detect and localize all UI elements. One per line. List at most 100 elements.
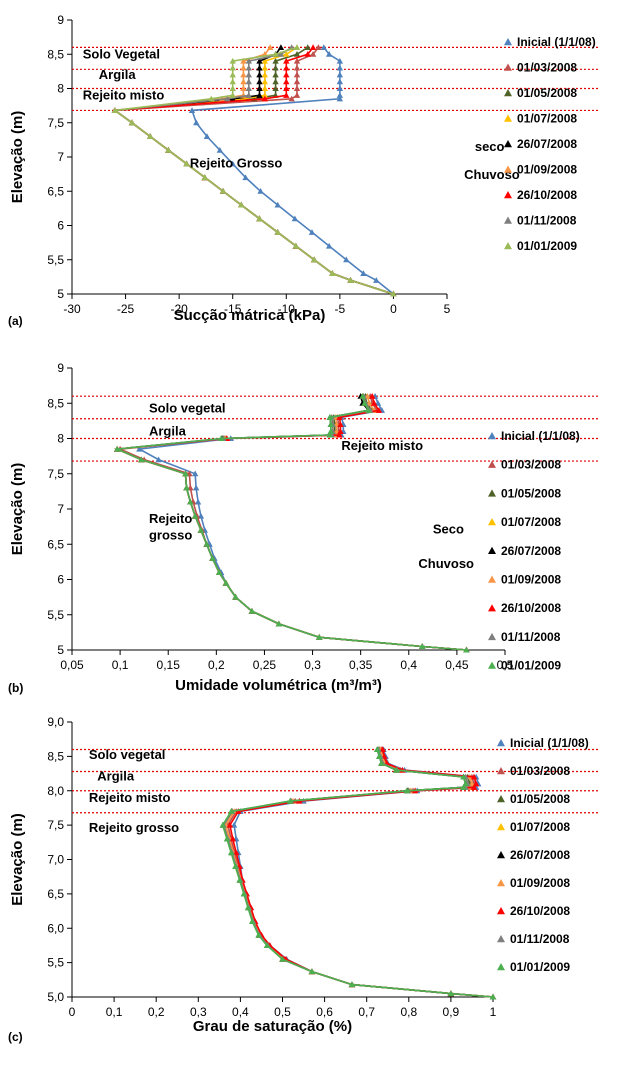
- annotation-label-1-3: Rejeito: [149, 511, 192, 526]
- series-point-1-8-9: [138, 456, 145, 463]
- series-point-2-6-12: [232, 849, 240, 856]
- annotation-label-2-3: Rejeito grosso: [89, 820, 179, 835]
- legend-label-1-1: 01/03/2008: [501, 458, 561, 472]
- legend-label-0-0: Inicial (1/1/08): [517, 35, 596, 49]
- series-point-0-2-6: [272, 85, 279, 92]
- legend-marker-1-8: [488, 661, 496, 669]
- series-point-0-0-4: [336, 71, 344, 78]
- legend-marker-1-6: [488, 604, 496, 612]
- series-point-0-3-6: [261, 85, 269, 92]
- y-tick-label-2-7: 8,5: [47, 749, 64, 763]
- series-point-0-8-14: [201, 174, 209, 181]
- series-line-0-7: [112, 46, 394, 295]
- series-line-0-3: [112, 46, 394, 295]
- series-point-1-8-20: [248, 608, 256, 614]
- series-point-0-8-20: [310, 256, 318, 263]
- series-point-1-6-6: [336, 431, 343, 438]
- series-point-1-8-15: [203, 541, 210, 547]
- legend-label-2-7: 01/11/2008: [510, 932, 570, 946]
- series-point-0-8-21: [329, 270, 336, 277]
- legend-marker-0-1: [504, 63, 512, 71]
- y-tick-label-0-0: 5: [57, 287, 64, 301]
- series-point-1-8-5: [327, 428, 335, 435]
- series-point-0-3-7: [261, 92, 269, 98]
- y-tick-label-2-5: 7,5: [47, 818, 64, 832]
- legend-label-0-1: 01/03/2008: [517, 61, 577, 75]
- y-tick-label-2-6: 8,0: [47, 784, 64, 798]
- series-point-2-8-7: [403, 787, 410, 794]
- series-point-2-8-15: [240, 890, 247, 897]
- series-point-1-8-1: [361, 400, 368, 406]
- legend-marker-1-5: [488, 575, 496, 583]
- series-point-1-8-16: [209, 555, 216, 561]
- y-tick-label-1-4: 7: [57, 502, 64, 516]
- series-point-0-7-1: [277, 51, 285, 57]
- series-point-1-6-0: [369, 393, 376, 399]
- y-tick-label-1-6: 8: [57, 432, 64, 446]
- series-point-0-0-19: [325, 242, 333, 249]
- series-point-1-8-24: [463, 646, 470, 653]
- series-point-2-6-5: [472, 780, 480, 787]
- series-point-1-8-3: [326, 414, 334, 420]
- legend-label-0-3: 01/07/2008: [517, 112, 577, 126]
- series-point-0-6-6: [283, 85, 290, 92]
- legend-label-0-5: 01/09/2008: [517, 163, 577, 177]
- legend-label-1-3: 01/07/2008: [501, 515, 561, 529]
- y-tick-label-1-8: 9: [57, 361, 64, 375]
- y-axis-title-0: Elevação (m): [9, 111, 26, 204]
- y-axis-title-2: Elevação (m): [9, 813, 26, 906]
- series-point-0-0-22: [373, 277, 380, 283]
- legend-marker-1-4: [488, 546, 496, 554]
- series-point-0-3-1: [283, 51, 290, 57]
- series-point-2-8-24: [489, 993, 497, 1000]
- series-point-0-0-1: [325, 51, 333, 57]
- series-point-0-5-2: [240, 57, 247, 64]
- annotation-label-0-1: Argila: [99, 67, 137, 82]
- series-point-2-8-18: [255, 931, 262, 938]
- series-point-0-4-0: [277, 44, 285, 50]
- x-tick-label-1-0: 0,05: [60, 658, 84, 672]
- series-point-0-2-5: [272, 78, 279, 85]
- series-point-1-8-21: [275, 620, 283, 627]
- series-point-0-1-2: [293, 57, 301, 64]
- series-point-2-6-6: [470, 784, 478, 790]
- series-point-2-8-16: [244, 904, 252, 911]
- series-point-1-8-12: [187, 498, 194, 505]
- panel-label-2: (c): [8, 1030, 23, 1044]
- series-point-0-8-6: [229, 85, 236, 92]
- series-point-0-0-7: [336, 92, 344, 98]
- series-point-0-8-3: [229, 64, 236, 71]
- legend-label-1-6: 26/10/2008: [501, 601, 561, 615]
- x-tick-label-1-2: 0,15: [157, 658, 181, 672]
- annotation-label-0-4: seco: [475, 139, 505, 154]
- series-point-0-1-4: [293, 71, 301, 78]
- annotation-label-1-5: Seco: [433, 522, 464, 537]
- series-point-2-8-4: [460, 773, 467, 780]
- series-point-0-1-7: [293, 92, 301, 98]
- legend-label-1-2: 01/05/2008: [501, 486, 561, 500]
- series-point-0-5-3: [240, 64, 247, 71]
- series-point-0-8-12: [165, 146, 172, 153]
- x-tick-label-1-8: 0,45: [445, 658, 469, 672]
- series-point-0-4-3: [256, 64, 263, 71]
- series-point-1-8-22: [316, 634, 323, 640]
- series-point-0-7-3: [245, 64, 252, 71]
- annotation-label-1-6: Chuvoso: [418, 556, 474, 571]
- series-point-0-3-2: [261, 57, 269, 64]
- series-point-0-8-22: [347, 277, 354, 283]
- x-axis-title-0: Sucção mátrica (kPa): [174, 307, 326, 324]
- series-point-0-0-6: [336, 85, 344, 92]
- y-tick-label-2-2: 6,0: [47, 921, 64, 935]
- x-tick-label-0-4: -10: [278, 302, 296, 316]
- y-tick-label-1-0: 5: [57, 643, 64, 657]
- x-tick-label-2-1: 0,1: [106, 1005, 123, 1019]
- x-tick-label-0-1: -25: [117, 302, 135, 316]
- series-point-2-8-6: [460, 784, 467, 790]
- series-point-0-0-9: [188, 107, 196, 113]
- series-point-0-8-13: [183, 160, 190, 167]
- series-point-1-8-23: [419, 643, 426, 650]
- series-point-2-6-4: [470, 773, 478, 780]
- series-point-1-0-11: [192, 484, 200, 491]
- series-point-0-1-6: [293, 85, 301, 92]
